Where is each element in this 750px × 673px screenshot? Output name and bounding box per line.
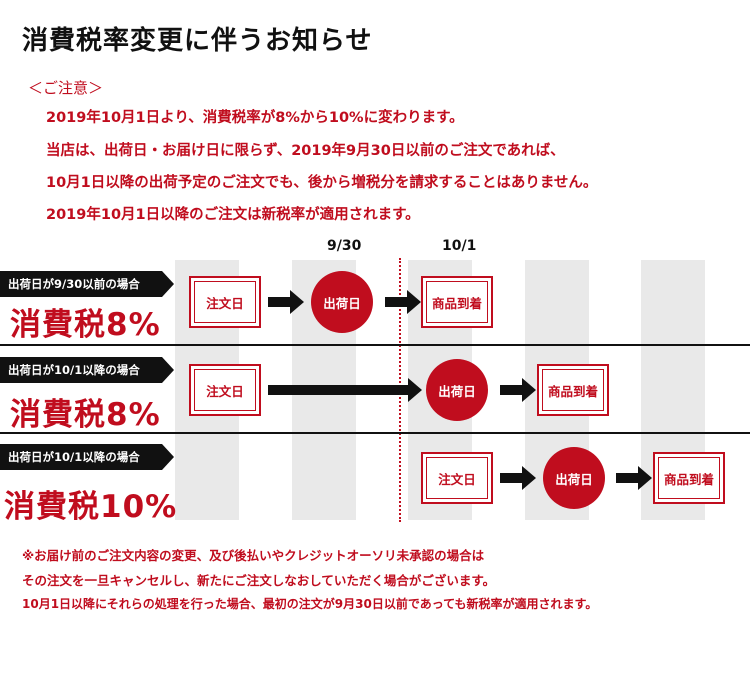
long-arrow-right-icon [268,378,422,402]
ship-date-circle: 出荷日 [426,359,488,421]
ship-date-circle: 出荷日 [311,271,373,333]
row-tag: 出荷日が9/30以前の場合 [0,271,174,297]
ship-date-circle: 出荷日 [543,447,605,509]
page-title: 消費税率変更に伴うお知らせ [22,26,373,56]
arrow-right-icon [385,290,421,314]
arrival-box: 商品到着 [421,276,493,328]
arrow-right-icon [616,466,652,490]
footnote-line: 10月1日以降にそれらの処理を行った場合、最初の注文が9月30日以前であっても新… [22,597,598,611]
arrival-box: 商品到着 [537,364,609,416]
arrow-right-icon [500,466,536,490]
order-date-box: 注文日 [421,452,493,504]
footnote-line: その注文を一旦キャンセルし、新たにご注文しなおしていただく場合がございます。 [22,573,496,588]
tax-rate-label: 消費税8% [10,307,161,343]
tax-rate-label: 消費税10% [4,489,178,525]
order-date-box: 注文日 [189,364,261,416]
arrival-box: 商品到着 [653,452,725,504]
date-label-sep30: 9/30 [327,238,362,254]
notice-heading: ＜ご注意＞ [28,79,104,97]
order-date-box: 注文日 [189,276,261,328]
row-tag: 出荷日が10/1以降の場合 [0,444,174,470]
notice-line: 2019年10月1日より、消費税率が8%から10%に変わります。 [46,110,464,126]
row-divider [0,432,750,434]
row-tag: 出荷日が10/1以降の場合 [0,357,174,383]
arrow-right-icon [500,378,536,402]
arrow-right-icon [268,290,304,314]
notice-line: 10月1日以降の出荷予定のご注文でも、後から増税分を請求することはありません。 [46,175,598,191]
tax-rate-label: 消費税8% [10,397,161,433]
footnote-line: ※お届け前のご注文内容の変更、及び後払いやクレジットオーソリ未承認の場合は [22,548,485,563]
notice-line: 2019年10月1日以降のご注文は新税率が適用されます。 [46,207,420,223]
date-label-oct1: 10/1 [442,238,477,254]
notice-line: 当店は、出荷日・お届け日に限らず、2019年9月30日以前のご注文であれば、 [46,143,565,159]
row-divider [0,344,750,346]
